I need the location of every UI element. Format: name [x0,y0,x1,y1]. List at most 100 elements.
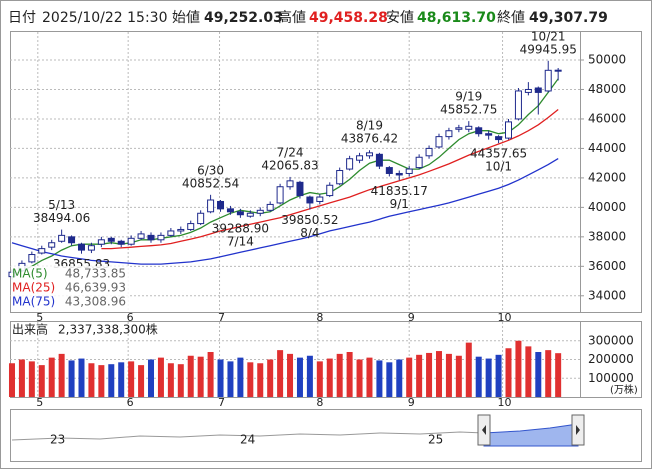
navigator-label: 24 [240,433,255,447]
annotation-value: 38494.06 [33,211,90,225]
volume-bar [465,342,472,397]
volume-bar [78,358,85,397]
header-label: 始値 [172,10,200,26]
volume-bar [237,357,244,397]
volume-bar [98,365,105,397]
candle-body [505,121,513,139]
volume-bar [227,361,234,397]
volume-bar [386,362,393,397]
annotation-value: 40852.54 [182,176,239,190]
annotation-value: 44357.65 [470,147,527,161]
candle-body [524,88,532,93]
legend-value: 43,308.96 [65,295,126,309]
annotation-date: 9/19 [455,90,482,104]
candle-body [316,196,324,202]
legend-value: 48,733.85 [65,267,126,281]
candle-body [226,208,234,213]
annotation-value: 49945.95 [520,42,577,56]
volume-bar [277,350,284,397]
x-tick-label: 5 [36,311,43,324]
candle-body [445,130,453,138]
candle-body [97,239,105,245]
candle-body [485,133,493,136]
candle-body [385,167,393,174]
annotation-value: 42065.83 [261,158,318,172]
header-value: 48,613.70 [417,10,496,26]
volume-bar [217,359,224,397]
ma-line [11,158,559,265]
volume-bar [28,361,35,397]
main-frame [10,31,642,313]
candle-body [514,90,522,120]
volume-bar [406,357,413,397]
handle-arrow [482,425,486,435]
volume-bar [316,361,323,397]
candle-body [68,236,76,244]
candle-body [356,155,364,161]
volume-bar [515,340,522,397]
candle-body [38,248,46,254]
x-tick-label: 8 [316,311,323,324]
candle-body [157,234,165,241]
y-tick-label: 44000 [588,141,626,155]
x-tick-label: 9 [408,311,415,324]
volume-bar [257,363,264,397]
annotation-date: 5/13 [48,198,75,212]
y-tick-label: 100000 [588,371,634,385]
volume-title: 出来高 [12,322,48,337]
volume-bar [485,358,492,397]
volume-bar [346,352,353,397]
y-tick-label: 300000 [588,333,634,347]
volume-bar [396,359,403,397]
candle-body [87,245,95,251]
candle-body [127,237,135,245]
y-tick-label: 36000 [588,259,626,273]
candle-body [147,234,155,241]
candle-body [197,212,205,225]
candle-body [346,158,354,170]
candle-body [544,69,552,92]
candle-body [58,234,66,242]
volume-bar [247,362,254,397]
y-tick-label: 42000 [588,170,626,184]
volume-bar [207,352,214,397]
volume-bar [167,363,174,397]
legend-label: MA(25) [12,281,55,295]
volume-bar [128,361,135,397]
volume-bar [148,359,155,397]
volume-bar [495,354,502,397]
candle-body [286,180,294,188]
volume-bar [58,353,65,397]
volume-bar [38,365,45,397]
volume-bar [545,350,552,397]
volume-bar [108,364,115,397]
annotation-date: 7/24 [277,145,304,159]
volume-bar [18,359,25,397]
volume-bar [356,359,363,397]
x-tick-label: 7 [218,311,225,324]
candle-body [365,152,373,157]
candle-body [336,170,344,185]
candle-body [455,127,463,130]
annotation-date: 9/1 [390,197,409,211]
candle-body [534,87,542,93]
candle-body [187,223,195,230]
ma-line [101,108,559,250]
unit-label: (万株) [610,383,638,396]
volume-bar [376,360,383,397]
handle-arrow [576,425,580,435]
candle-body [405,168,413,174]
volume-bar [455,355,462,397]
candle-body [554,69,562,72]
navigator-label: 25 [428,433,443,447]
volume-bar [197,356,204,397]
x-tick-label: 6 [127,396,134,409]
annotation-value: 39850.52 [281,213,338,227]
candle-body [475,127,483,135]
volume-bar [426,352,433,397]
annotation-value: 41835.17 [371,184,428,198]
y-tick-label: 50000 [588,53,626,67]
x-tick-label: 6 [127,311,134,324]
volume-bar [187,355,194,397]
